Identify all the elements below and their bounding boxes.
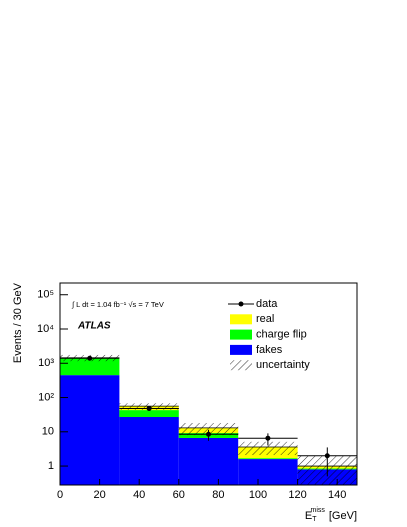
- legend-data-marker: [238, 301, 244, 307]
- x-tick-label: 100: [249, 489, 267, 501]
- data-point: [265, 435, 271, 441]
- lumi-annotation: ∫ L dt = 1.04 fb⁻¹ √s = 7 TeV: [71, 300, 164, 309]
- x-label-sub: T: [312, 516, 317, 523]
- legend-label: fakes: [256, 344, 283, 356]
- plot-frame: [59, 282, 358, 486]
- x-tick-label: 0: [57, 489, 63, 501]
- stack-segment: [178, 437, 239, 485]
- data-point: [146, 405, 152, 411]
- y-tick-label: 10²: [38, 391, 54, 403]
- stack-segment: [60, 375, 120, 485]
- y-axis-label: Events / 30 GeV: [12, 282, 24, 363]
- legend-swatch: [230, 360, 252, 371]
- legend-label: uncertainty: [256, 359, 310, 371]
- data-point: [87, 355, 93, 361]
- legend-swatch: [230, 344, 252, 355]
- stack-segment: [238, 458, 298, 460]
- y-tick-label: 10⁵: [37, 289, 54, 301]
- stack-segment: [60, 358, 120, 376]
- y-tick-label: 10³: [38, 357, 54, 369]
- y-tick-label: 10⁴: [37, 323, 54, 335]
- x-tick-label: 80: [212, 489, 224, 501]
- x-label-unit: [GeV]: [329, 510, 357, 522]
- stack-segment: [238, 459, 298, 485]
- x-tick-label: 140: [328, 489, 346, 501]
- y-tick-label: 1: [48, 460, 54, 472]
- x-tick-label: 40: [133, 489, 145, 501]
- legend-swatch: [230, 329, 252, 340]
- stack-segment: [119, 417, 179, 485]
- legend-label: data: [256, 298, 278, 310]
- legend-label: real: [256, 313, 274, 325]
- legend-swatch: [230, 314, 252, 325]
- x-tick-label: 60: [173, 489, 185, 501]
- uncertainty-band: [178, 423, 239, 436]
- x-tick-label: 120: [288, 489, 306, 501]
- uncertainty-band: [238, 441, 298, 456]
- data-point: [324, 453, 330, 459]
- stack-segment: [119, 410, 179, 418]
- x-label-sup: miss: [310, 507, 325, 514]
- y-tick-label: 10: [42, 426, 54, 438]
- data-point: [206, 431, 211, 437]
- x-axis-label: ETmiss [GeV]: [305, 507, 357, 523]
- x-tick-label: 20: [93, 489, 105, 501]
- atlas-label: ATLAS: [77, 321, 111, 332]
- legend-label: charge flip: [256, 329, 307, 341]
- x-label-base: E: [305, 510, 312, 522]
